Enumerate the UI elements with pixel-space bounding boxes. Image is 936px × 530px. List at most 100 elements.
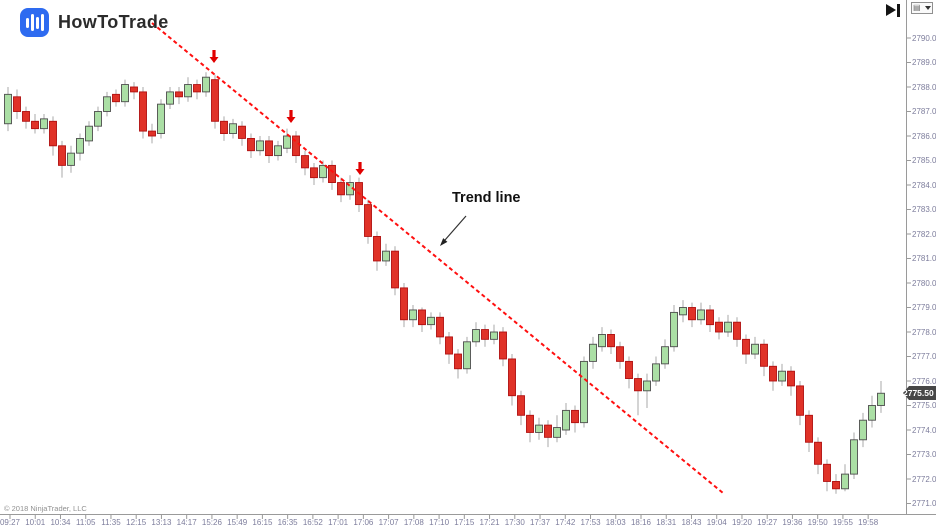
candle-body-up [121, 84, 129, 103]
price-axis-label: 2772.00 [912, 474, 936, 484]
candle-body-down [508, 358, 516, 397]
price-axis-label: 2773.00 [912, 450, 936, 459]
candle-body-up [85, 125, 93, 142]
candle-body-down [391, 250, 399, 289]
annotation-arrowhead-icon [440, 238, 448, 246]
candle-body-down [49, 120, 57, 147]
candle-body-down [193, 84, 201, 93]
time-axis-label: 10:34 [50, 518, 71, 527]
sell-signal-arrow-icon [286, 110, 296, 123]
brand-logo: HowToTrade [20, 8, 169, 37]
candle-body-down [364, 204, 372, 237]
time-axis-label: 17:37 [530, 518, 551, 527]
time-axis-label: 17:08 [403, 518, 424, 527]
candle-body-up [40, 118, 48, 130]
candle-body-up [643, 380, 651, 392]
candle-body-up [535, 424, 543, 433]
candle-body-down [715, 321, 723, 333]
price-axis-label: 2786.00 [912, 131, 936, 141]
candle-body-up [67, 152, 75, 166]
candle-body-up [724, 321, 732, 333]
candle-body-down [742, 338, 750, 355]
price-axis-label: 2789.00 [912, 58, 936, 67]
candle-body-down [634, 378, 642, 392]
candle-body-up [94, 111, 102, 127]
candle-body-up [472, 329, 480, 343]
time-axis-label: 11:05 [76, 518, 96, 527]
price-axis-label: 2775.00 [912, 401, 936, 410]
time-axis-label: 19:04 [706, 518, 727, 527]
time-axis-label: 10:01 [25, 518, 46, 527]
time-axis-label: 11:35 [101, 518, 121, 527]
candle-body-up [319, 164, 327, 179]
candle-body-down [418, 309, 426, 326]
candle-body-up [202, 76, 210, 93]
price-axis-label: 2785.00 [912, 156, 936, 165]
candle-body-up [382, 250, 390, 262]
time-axis-label: 19:20 [731, 518, 752, 527]
candle-body-down [238, 125, 246, 139]
candle-body-down [310, 167, 318, 179]
logo-text: HowToTrade [58, 12, 169, 32]
time-axis-label: 17:30 [504, 518, 525, 527]
candle-body-up [76, 137, 84, 154]
candle-body-up [850, 439, 858, 475]
candle-body-up [274, 145, 282, 157]
time-axis-label: 16:15 [252, 518, 273, 527]
candle-body-down [769, 365, 777, 382]
time-axis-label: 17:21 [479, 518, 500, 527]
candle-body-down [247, 137, 255, 152]
candle-body-down [373, 235, 381, 262]
candle-body-down [400, 287, 408, 321]
candle-body-down [616, 346, 624, 362]
price-axis-label: 2771.00 [912, 499, 936, 508]
time-axis-label: 17:01 [328, 518, 349, 527]
time-axis-label: 19:50 [807, 518, 828, 527]
candle-body-up [229, 123, 237, 135]
trend-line-dashed[interactable] [151, 22, 724, 494]
time-axis-label: 17:06 [353, 518, 374, 527]
candle-body-down [31, 120, 39, 130]
copyright-watermark: © 2018 NinjaTrader, LLC [4, 504, 87, 513]
candle-body-down [544, 424, 552, 438]
candle-body-down [328, 164, 336, 183]
time-axis-label: 19:55 [832, 518, 853, 527]
candle-body-down [688, 307, 696, 321]
price-axis-label: 2784.00 [912, 180, 936, 190]
candle-body-down [814, 441, 822, 465]
candle-body-down [787, 370, 795, 387]
candle-body-down [796, 385, 804, 416]
time-axis-label: 15:26 [201, 518, 222, 527]
time-axis-label: 14:17 [176, 518, 197, 527]
time-axis-label: 17:10 [429, 518, 450, 527]
candle-body-up [589, 343, 597, 362]
candle-body-down [517, 395, 525, 416]
candle-body-up [877, 392, 885, 406]
candle-body-up [4, 93, 12, 125]
candle-body-down [130, 86, 138, 93]
candle-body-down [445, 336, 453, 355]
candle-body-up [409, 309, 417, 321]
candle-body-up [661, 346, 669, 365]
price-axis-label: 2779.00 [912, 303, 936, 312]
candle-body-up [697, 309, 705, 321]
time-axis-label: 17:15 [454, 518, 475, 527]
time-axis-label: 16:52 [302, 518, 323, 527]
candle-body-up [868, 405, 876, 421]
sell-signal-arrow-icon [209, 50, 219, 63]
time-axis-label: 19:36 [782, 518, 803, 527]
candle-body-down [112, 93, 120, 103]
play-triangle-icon [886, 4, 896, 16]
candle-body-down [607, 334, 615, 348]
candle-body-up [166, 91, 174, 105]
axis-properties-button[interactable]: ▤ [911, 2, 933, 14]
time-axis-label: 18:16 [630, 518, 652, 527]
candle-body-down [265, 140, 273, 157]
annotation-pointer-line [444, 215, 467, 241]
go-to-last-bar-icon[interactable] [886, 4, 902, 17]
candle-body-down [823, 463, 831, 482]
candle-body-up [598, 334, 606, 348]
page-grid-icon: ▤ [913, 3, 921, 12]
